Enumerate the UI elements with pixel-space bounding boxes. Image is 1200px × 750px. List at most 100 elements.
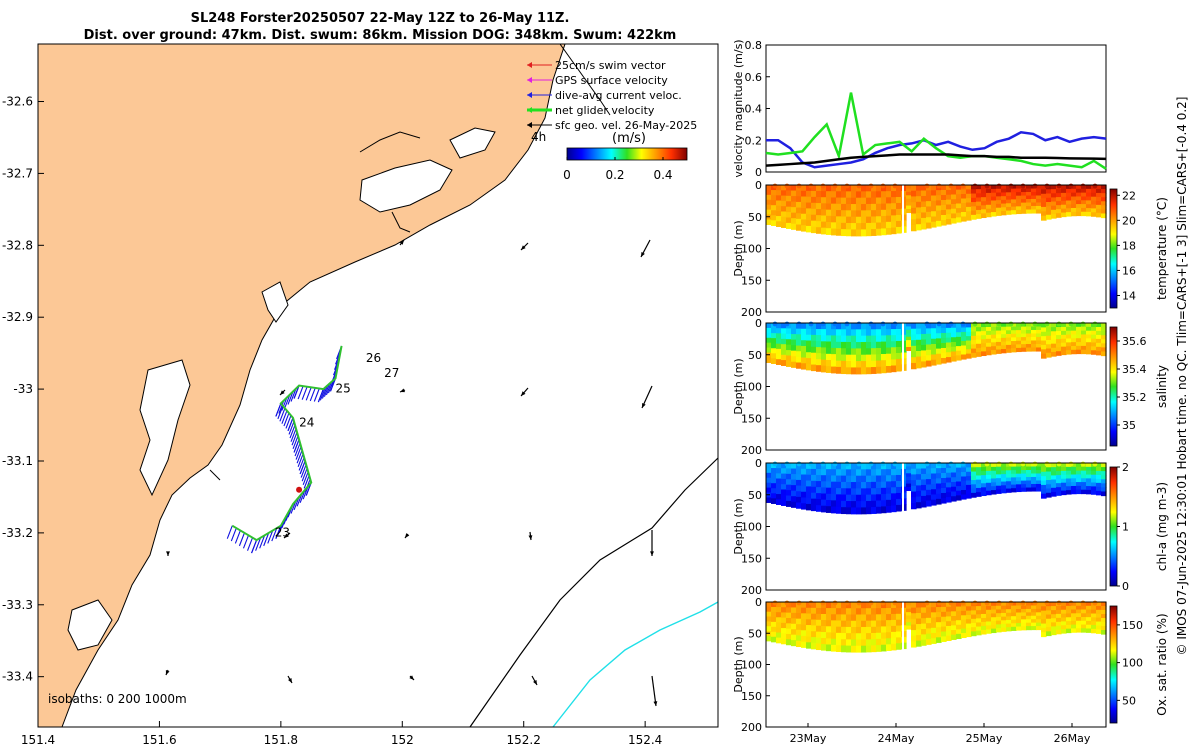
section-cell [1071,345,1077,351]
section-cell [771,343,777,349]
section-cell [876,626,882,634]
section-cell [781,494,787,501]
section-cell [1086,470,1092,476]
section-cell [766,189,772,196]
section-cell [1011,188,1017,193]
legend-entry: dive-avg current veloc. [527,89,682,102]
colorbar-tick-label: 35.4 [1122,363,1147,376]
section-cell [841,367,847,375]
section-colorbar-label: Ox. sat. ratio (%) [1155,613,1169,715]
section-cell [931,185,937,191]
section-cell [1086,478,1092,483]
section-cell [1061,474,1067,480]
section-cell [941,487,947,494]
section-cell [851,626,857,634]
section-cell [1021,612,1027,617]
section-cell [1066,490,1072,495]
section-cell [796,345,802,352]
section-cell [961,202,967,209]
section-cell [921,212,927,219]
section-cell [796,607,802,614]
section-cell [1066,204,1072,209]
section-cell [891,625,897,633]
section-ytick-label: 150 [741,552,762,565]
section-cell [791,474,797,481]
section-cell [846,633,852,640]
section-cell [916,629,922,636]
section-cell [971,606,977,611]
section-cell [896,474,902,482]
section-ytick-label: 50 [748,489,762,502]
section-cell [871,469,877,477]
section-ylabel: Depth (m) [732,358,745,414]
section-cell [861,348,867,356]
section-cell [1036,615,1042,620]
section-cell [1006,206,1012,212]
section-cell [816,209,822,216]
section-cell [1021,202,1027,207]
section-cell [1016,347,1022,353]
section-cell [1036,476,1042,482]
section-cell [851,645,857,653]
section-cell [1051,614,1057,619]
surface-sample-dot [960,321,966,327]
section-cell [926,628,932,635]
current-vector [238,532,245,547]
section-cell [816,505,822,512]
section-cell [881,644,887,652]
current-vector [291,432,298,446]
section-cell [881,481,887,489]
section-cell [1101,343,1107,349]
section-cell [1096,613,1102,619]
section-cell [886,191,892,198]
section-cell [906,188,912,193]
net-glider-track [231,345,343,542]
section-cell [871,645,877,653]
section-cell [906,618,912,623]
section-cell [1016,209,1022,215]
section-cell [926,190,932,197]
section-cell [836,323,842,330]
section-cell [1041,463,1047,468]
section-cell [946,323,952,329]
section-cell [1091,350,1097,355]
section-cell [911,323,917,330]
section-cell [961,476,967,482]
section-cell [866,222,872,230]
section-cell [1001,211,1007,216]
section-cell [811,468,817,476]
section-cell [921,328,927,335]
section-cell [1021,473,1027,478]
section-cell [1101,205,1107,211]
section-cell [1096,629,1102,634]
section-cell [1016,605,1022,610]
section-cell [891,203,897,210]
section-cell [1056,487,1062,492]
geo-velocity-arrow [399,388,406,393]
current-vector [290,428,297,442]
map-title-line2: Dist. over ground: 47km. Dist. swum: 86k… [83,28,677,43]
section-cell [781,489,787,496]
section-cell [991,185,997,190]
section-cell [826,335,832,343]
section-cell [1031,487,1037,492]
section-cell [886,353,892,361]
section-cell [961,606,967,612]
section-cell [1051,205,1057,211]
section-cell [1101,185,1107,190]
section-cell [976,626,982,632]
section-cell [971,492,977,498]
section-cell [951,346,957,353]
section-cell [926,489,932,496]
section-cell [791,196,797,203]
section-cell [1031,466,1037,471]
section-cell [826,469,832,476]
section-cell [886,632,892,639]
section-cell [886,359,892,367]
section-cell [1096,334,1102,340]
section-cell [1076,474,1082,479]
section-cell [776,216,782,222]
section-cell [986,334,992,340]
section-cell [856,626,862,634]
